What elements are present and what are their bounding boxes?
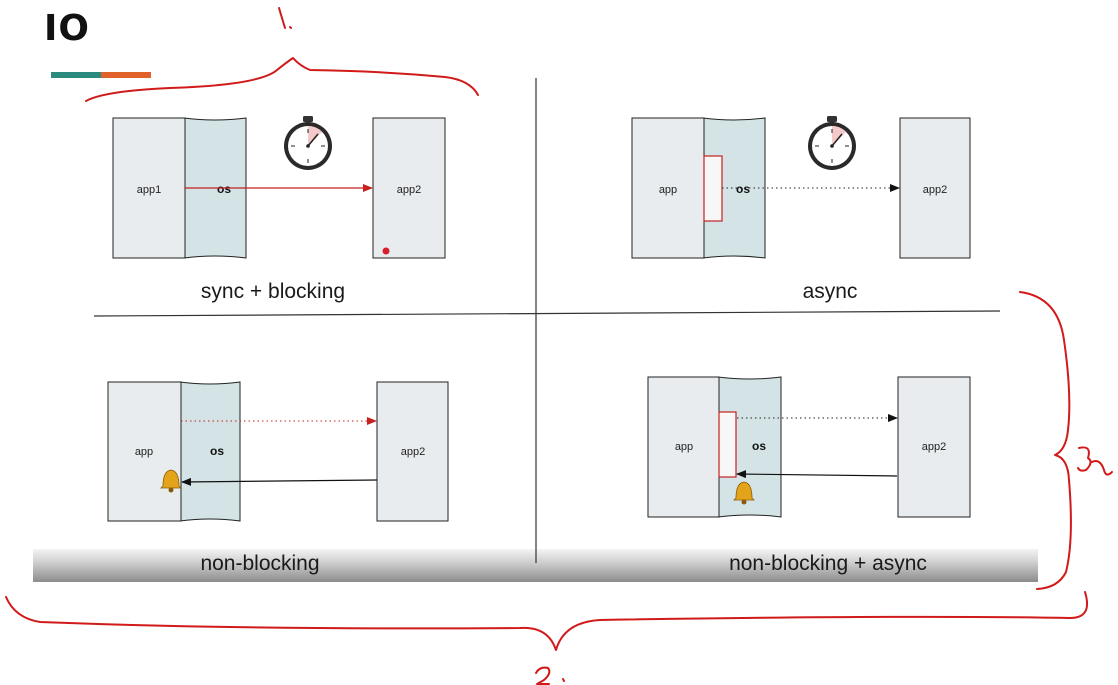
os-region	[179, 381, 241, 522]
accent-bar-teal	[51, 72, 101, 78]
red-dot	[382, 247, 390, 255]
response-arrow	[736, 470, 898, 479]
caption-async: async	[802, 280, 858, 303]
app2-box	[372, 117, 446, 259]
left-app-label: app	[659, 184, 677, 196]
callback-bracket	[718, 411, 737, 478]
panel-sync-blocking: app1 os app2	[112, 116, 446, 259]
panel-async: app os app2	[631, 116, 971, 259]
stopwatch-icon	[808, 116, 856, 170]
brace-1	[85, 57, 479, 102]
mark-3	[1077, 446, 1113, 476]
bell-icon	[733, 481, 755, 505]
app-box	[107, 381, 182, 522]
os-region	[702, 117, 766, 259]
divider-horizontal	[93, 310, 1001, 317]
os-label: os	[752, 439, 766, 453]
stopwatch-icon	[284, 116, 332, 170]
right-app-label: app2	[923, 184, 947, 196]
accent-bar-orange	[101, 72, 151, 78]
slide-title: IO	[44, 8, 90, 49]
app2-box	[899, 117, 971, 259]
caption-non-blocking-async: non-blocking + async	[729, 552, 927, 575]
mark-1	[278, 7, 292, 29]
left-app-label: app	[675, 441, 693, 453]
right-app-label: app2	[922, 441, 946, 453]
caption-sync-blocking: sync + blocking	[200, 280, 346, 303]
right-app-label: app2	[397, 184, 421, 196]
right-app-label: app2	[401, 446, 425, 458]
bell-icon	[160, 469, 182, 493]
brace-2	[5, 591, 1089, 651]
mark-2	[535, 666, 565, 685]
app-box	[647, 376, 720, 518]
os-label: os	[736, 182, 750, 196]
left-app-label: app1	[137, 184, 161, 196]
callback-bracket	[703, 155, 723, 222]
caption-non-blocking: non-blocking	[200, 552, 320, 575]
handwritten-annotations	[5, 7, 1113, 685]
response-arrow	[181, 477, 378, 486]
panel-non-blocking-async: app os app2	[647, 376, 971, 518]
brace-3	[1019, 291, 1072, 590]
app2-box	[897, 376, 971, 518]
os-label: os	[210, 444, 224, 458]
os-label: os	[217, 182, 231, 196]
panel-non-blocking: app os app2	[107, 381, 449, 522]
app2-box	[376, 381, 449, 522]
left-app-label: app	[135, 446, 153, 458]
